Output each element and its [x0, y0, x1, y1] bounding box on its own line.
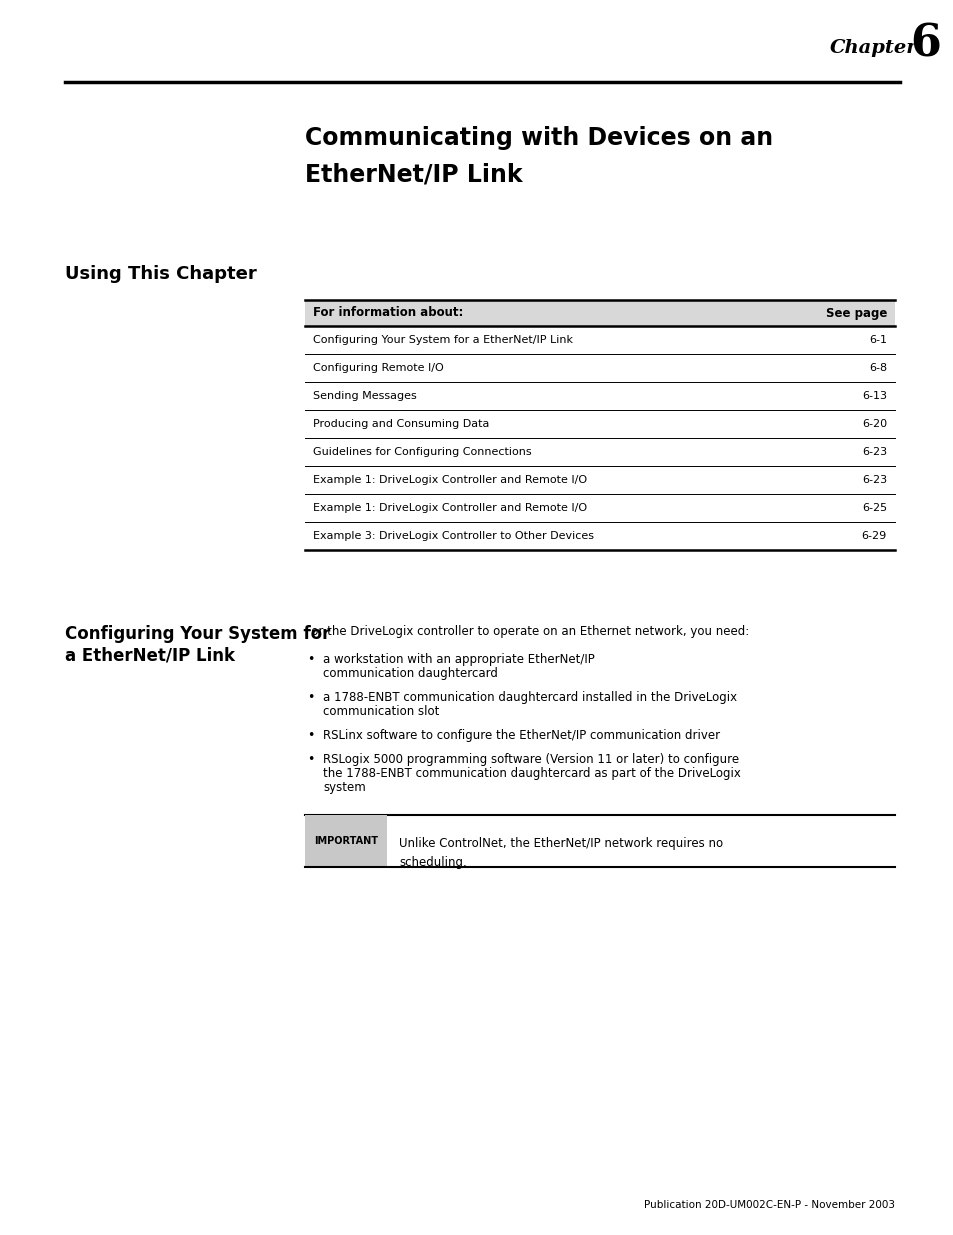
- Text: a EtherNet/IP Link: a EtherNet/IP Link: [65, 647, 234, 664]
- Text: For information about:: For information about:: [313, 306, 463, 320]
- Text: 6-8: 6-8: [868, 363, 886, 373]
- Text: •: •: [307, 692, 314, 704]
- Text: 6-1: 6-1: [868, 335, 886, 345]
- Text: •: •: [307, 729, 314, 742]
- Text: the 1788-ENBT communication daughtercard as part of the DriveLogix: the 1788-ENBT communication daughtercard…: [323, 767, 740, 781]
- Text: RSLogix 5000 programming software (Version 11 or later) to configure: RSLogix 5000 programming software (Versi…: [323, 753, 739, 766]
- Text: Guidelines for Configuring Connections: Guidelines for Configuring Connections: [313, 447, 531, 457]
- Text: Example 1: DriveLogix Controller and Remote I/O: Example 1: DriveLogix Controller and Rem…: [313, 503, 586, 513]
- Text: 6-23: 6-23: [861, 475, 886, 485]
- Text: 6-29: 6-29: [861, 531, 886, 541]
- Text: Configuring Remote I/O: Configuring Remote I/O: [313, 363, 443, 373]
- Text: Communicating with Devices on an: Communicating with Devices on an: [305, 126, 772, 149]
- Text: RSLinx software to configure the EtherNet/IP communication driver: RSLinx software to configure the EtherNe…: [323, 729, 720, 742]
- Text: See page: See page: [824, 306, 886, 320]
- Bar: [305, 300, 894, 326]
- Text: communication slot: communication slot: [323, 705, 439, 718]
- Text: Using This Chapter: Using This Chapter: [65, 266, 256, 283]
- Text: EtherNet/IP Link: EtherNet/IP Link: [305, 162, 522, 186]
- Text: Producing and Consuming Data: Producing and Consuming Data: [313, 419, 489, 429]
- Text: system: system: [323, 781, 365, 794]
- Text: •: •: [307, 753, 314, 766]
- Text: Configuring Your System for a EtherNet/IP Link: Configuring Your System for a EtherNet/I…: [313, 335, 573, 345]
- Text: IMPORTANT: IMPORTANT: [314, 836, 377, 846]
- Text: a 1788-ENBT communication daughtercard installed in the DriveLogix: a 1788-ENBT communication daughtercard i…: [323, 692, 737, 704]
- Text: Unlike ControlNet, the EtherNet/IP network requires no
scheduling.: Unlike ControlNet, the EtherNet/IP netwo…: [398, 837, 722, 869]
- Text: Publication 20D-UM002C-EN-P - November 2003: Publication 20D-UM002C-EN-P - November 2…: [643, 1200, 894, 1210]
- Text: Example 1: DriveLogix Controller and Remote I/O: Example 1: DriveLogix Controller and Rem…: [313, 475, 586, 485]
- Text: communication daughtercard: communication daughtercard: [323, 667, 497, 680]
- Text: Chapter: Chapter: [829, 40, 917, 57]
- Text: 6-25: 6-25: [861, 503, 886, 513]
- Text: Configuring Your System for: Configuring Your System for: [65, 625, 330, 643]
- Text: •: •: [307, 653, 314, 666]
- Text: a workstation with an appropriate EtherNet/IP: a workstation with an appropriate EtherN…: [323, 653, 594, 666]
- Text: 6-23: 6-23: [861, 447, 886, 457]
- Text: Sending Messages: Sending Messages: [313, 391, 416, 401]
- Text: 6-20: 6-20: [861, 419, 886, 429]
- Text: 6-13: 6-13: [862, 391, 886, 401]
- Bar: [305, 815, 387, 867]
- Text: For the DriveLogix controller to operate on an Ethernet network, you need:: For the DriveLogix controller to operate…: [305, 625, 748, 638]
- Text: Example 3: DriveLogix Controller to Other Devices: Example 3: DriveLogix Controller to Othe…: [313, 531, 594, 541]
- Text: 6: 6: [909, 22, 940, 65]
